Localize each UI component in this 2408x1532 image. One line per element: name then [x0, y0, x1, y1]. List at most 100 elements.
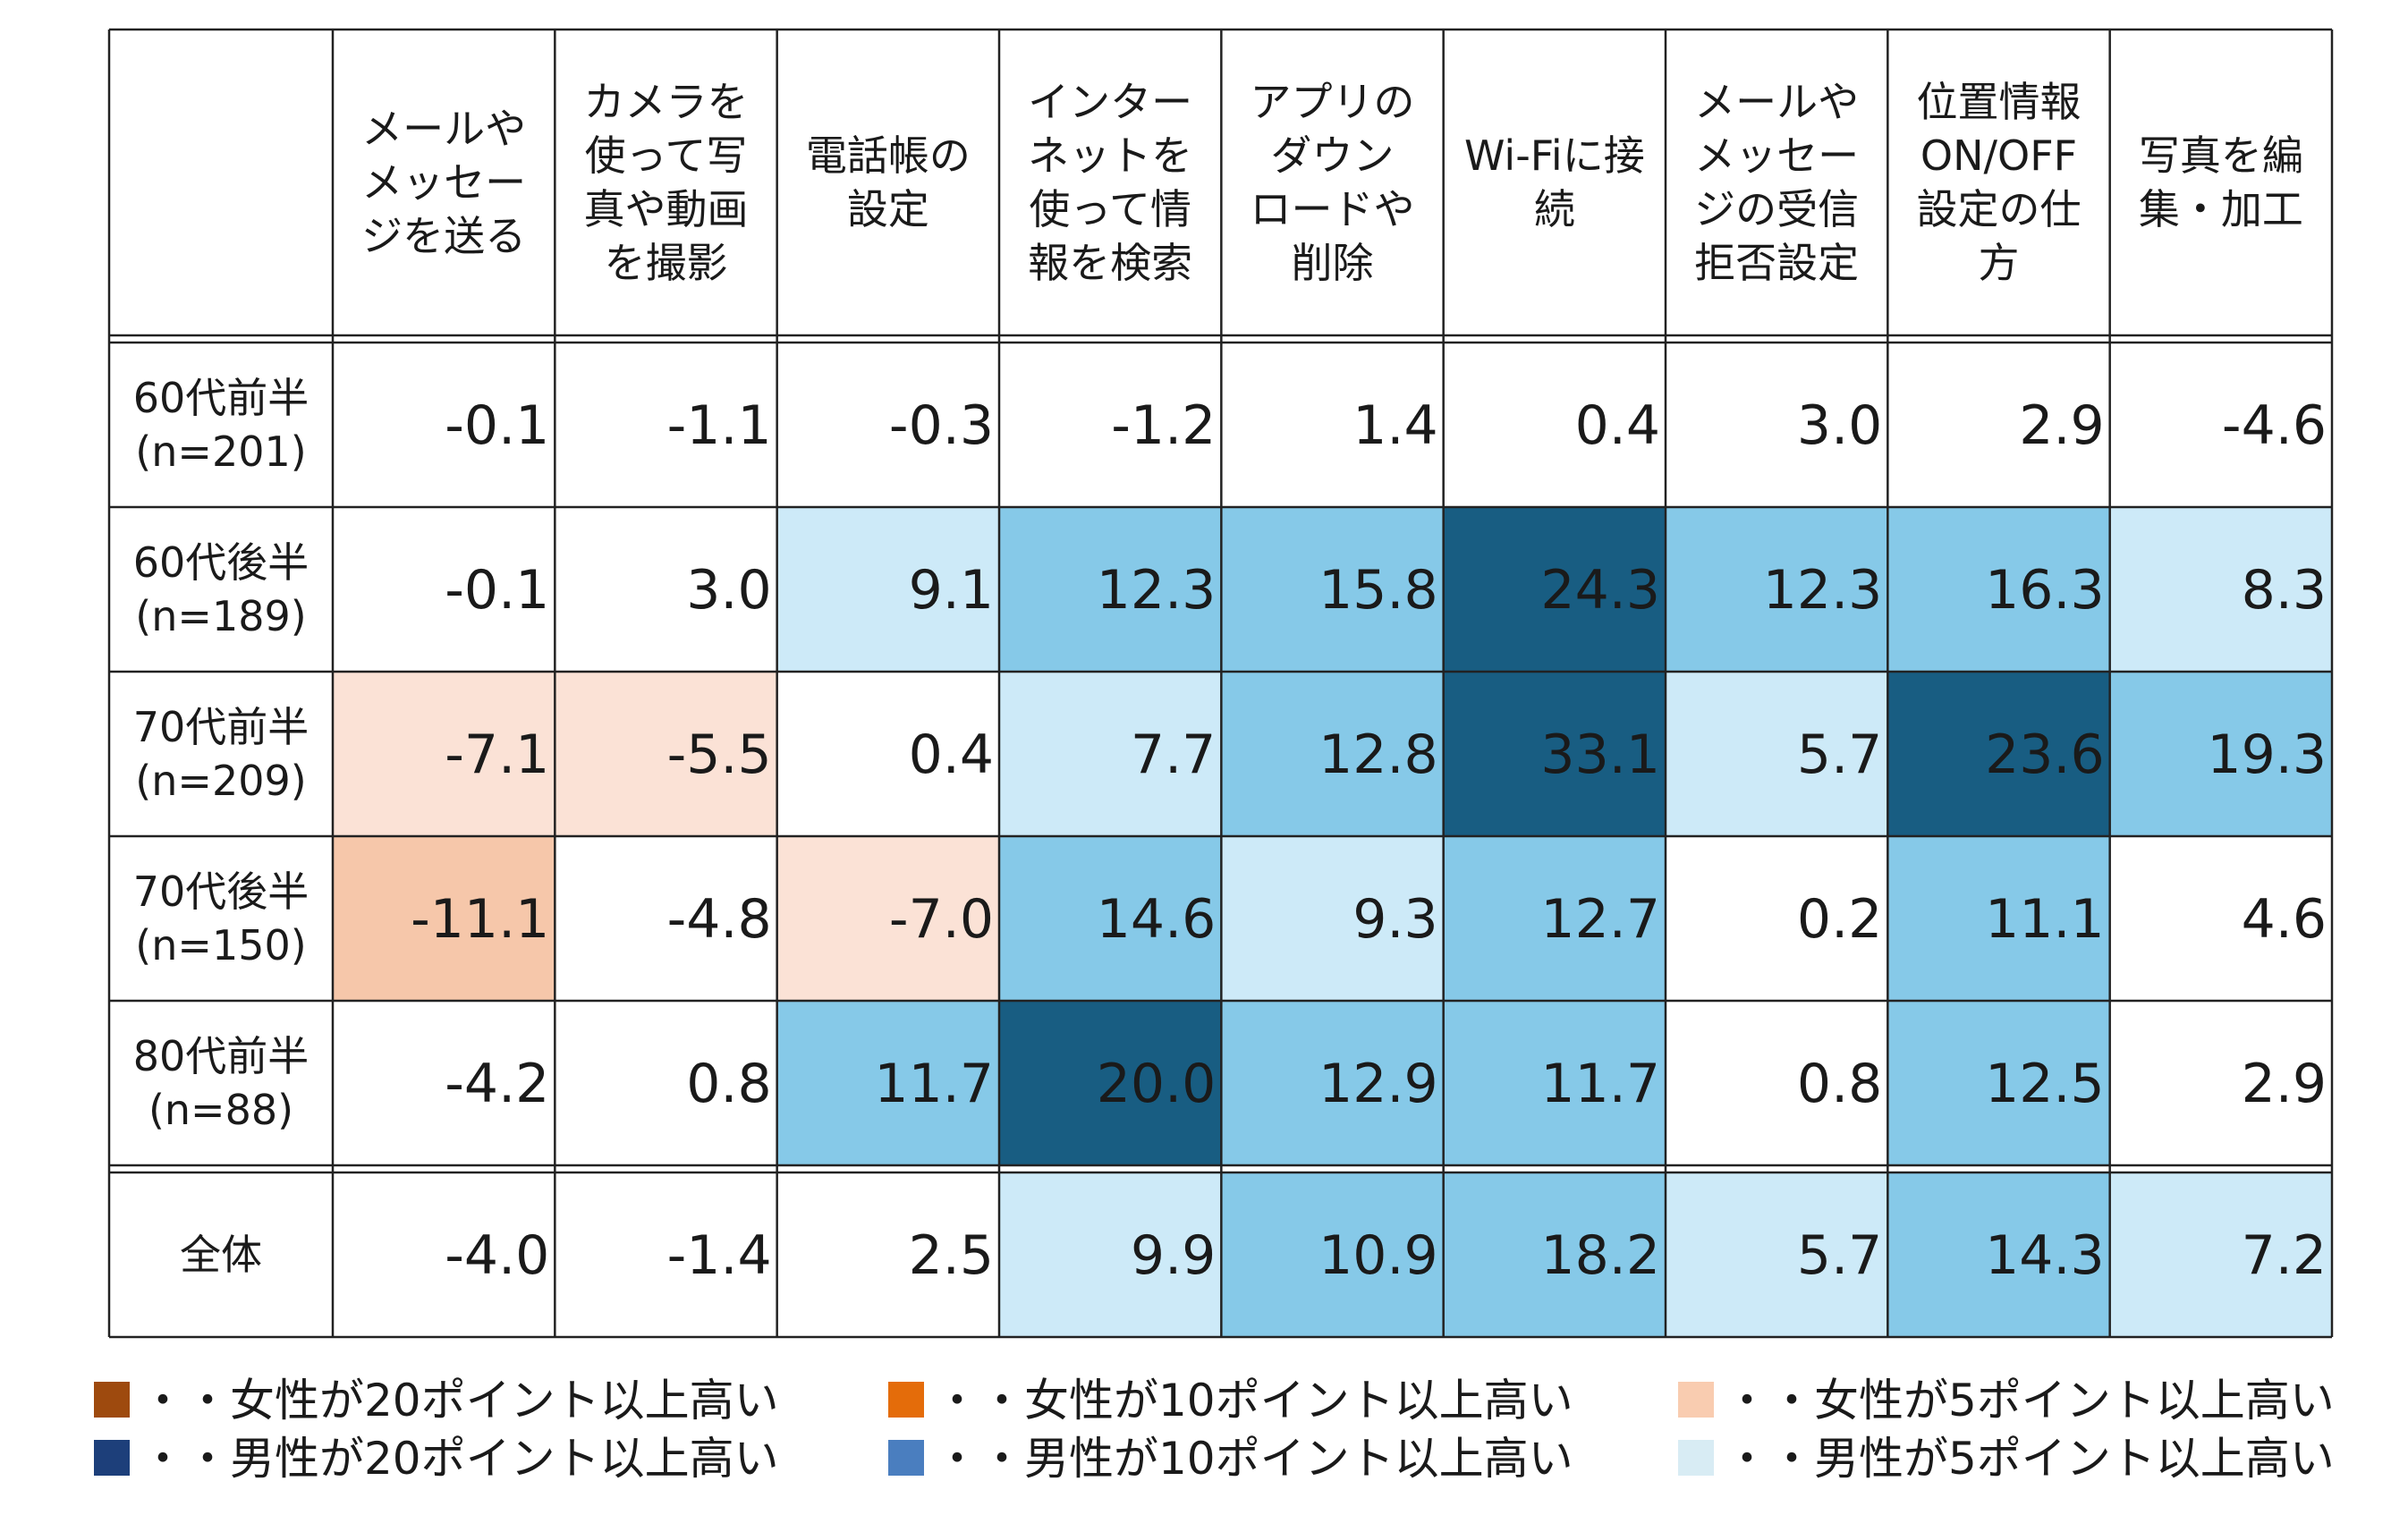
- cell-value: 33.1: [1540, 724, 1660, 786]
- row-label: 70代後半(n=150): [133, 868, 309, 969]
- cell-value: 12.8: [1318, 724, 1438, 786]
- cell-fill: [1443, 836, 1666, 1001]
- cell-value: 19.3: [2207, 724, 2327, 786]
- cell-fill: [333, 672, 555, 836]
- cell-value: 12.5: [1985, 1053, 2105, 1115]
- cell-fill: [1666, 1172, 1888, 1337]
- cell-fill: [999, 836, 1222, 1001]
- cell-value: 11.1: [1985, 888, 2105, 951]
- legend-swatch: [888, 1440, 924, 1476]
- table-cells: [333, 507, 2332, 1337]
- cell-value: 0.4: [909, 724, 994, 786]
- cell-value: 7.2: [2242, 1224, 2327, 1287]
- row-label: 80代前半(n=88): [133, 1032, 309, 1134]
- cell-value: 9.3: [1352, 888, 1437, 951]
- cell-value: -4.6: [2222, 394, 2327, 457]
- cell-fill: [1666, 672, 1888, 836]
- cell-value: -1.4: [667, 1224, 772, 1287]
- cell-value: 12.3: [1097, 559, 1217, 622]
- cell-fill: [1443, 672, 1666, 836]
- cell-value: 9.9: [1131, 1224, 1216, 1287]
- cell-fill: [1887, 507, 2110, 672]
- total-row-label: 全体: [180, 1231, 262, 1279]
- column-header: Wi-Fiに接続: [1464, 131, 1645, 233]
- cell-value: 16.3: [1985, 559, 2105, 622]
- cell-value: 9.1: [909, 559, 994, 622]
- cell-fill: [1221, 1001, 1444, 1165]
- cell-fill: [1221, 836, 1444, 1001]
- cell-value: 20.0: [1097, 1053, 1217, 1115]
- cell-value: 5.7: [1797, 724, 1882, 786]
- column-header: メールやメッセージを送る: [361, 105, 526, 260]
- cell-fill: [776, 1001, 999, 1165]
- legend-label: ・・男性が20ポイント以上高い: [140, 1433, 779, 1485]
- cell-fill: [1887, 672, 2110, 836]
- cell-fill: [333, 836, 555, 1001]
- cell-fill: [776, 507, 999, 672]
- cell-value: 2.5: [909, 1224, 994, 1287]
- legend-label: ・・男性が5ポイント以上高い: [1725, 1433, 2335, 1485]
- column-header: アプリのダウンロードや削除: [1251, 78, 1415, 287]
- cell-value: 24.3: [1540, 559, 1660, 622]
- cell-value: 14.6: [1097, 888, 1217, 951]
- cell-value: -4.8: [667, 888, 772, 951]
- cell-value: 0.2: [1797, 888, 1882, 951]
- cell-fill: [1666, 507, 1888, 672]
- cell-value: 12.9: [1318, 1053, 1438, 1115]
- legend-swatch: [888, 1382, 924, 1418]
- cell-value: 2.9: [2019, 394, 2104, 457]
- cell-value: 11.7: [874, 1053, 994, 1115]
- cell-value: 7.7: [1131, 724, 1216, 786]
- cell-value: -4.0: [445, 1224, 549, 1287]
- cell-value: 2.9: [2242, 1053, 2327, 1115]
- legend-label: ・・女性が10ポイント以上高い: [935, 1375, 1573, 1426]
- cell-fill: [2109, 507, 2332, 672]
- cell-fill: [1443, 507, 1666, 672]
- cell-fill: [1221, 507, 1444, 672]
- cell-value: 10.9: [1318, 1224, 1438, 1287]
- legend-swatch: [94, 1440, 130, 1476]
- cell-value: -7.0: [889, 888, 994, 951]
- cell-value: -4.2: [445, 1053, 549, 1115]
- legend: ・・女性が20ポイント以上高い ・・女性が10ポイント以上高い ・・女性が5ポイント…: [94, 1375, 2335, 1485]
- cell-fill: [1887, 1001, 2110, 1165]
- cell-value: 11.7: [1540, 1053, 1660, 1115]
- column-header: 位置情報 ON/OFF 設定の仕方: [1917, 78, 2082, 287]
- cell-fill: [1887, 1172, 2110, 1337]
- legend-label: ・・女性が5ポイント以上高い: [1725, 1375, 2335, 1426]
- cell-value: 1.4: [1352, 394, 1437, 457]
- cell-value: 0.8: [1797, 1053, 1882, 1115]
- cell-value: 0.4: [1575, 394, 1660, 457]
- cell-value: -5.5: [667, 724, 772, 786]
- cell-fill: [999, 672, 1222, 836]
- row-label: 60代前半(n=201): [133, 374, 309, 476]
- cell-fill: [1221, 672, 1444, 836]
- column-header: 写真を編集・加工: [2139, 131, 2303, 233]
- cell-value: 3.0: [686, 559, 771, 622]
- cell-value: 15.8: [1318, 559, 1438, 622]
- cell-value: -0.1: [445, 559, 549, 622]
- cell-value: 3.0: [1797, 394, 1882, 457]
- cell-value: 4.6: [2242, 888, 2327, 951]
- cell-value: -0.1: [445, 394, 549, 457]
- cell-value: -7.1: [445, 724, 549, 786]
- row-label: 60代後半(n=189): [133, 538, 309, 640]
- cell-value: -1.1: [667, 394, 772, 457]
- legend-label: ・・女性が20ポイント以上高い: [140, 1375, 779, 1426]
- legend-swatch: [1678, 1440, 1714, 1476]
- cell-fill: [999, 507, 1222, 672]
- cell-fill: [1221, 1172, 1444, 1337]
- cell-value: 0.8: [686, 1053, 771, 1115]
- cell-value: 12.3: [1763, 559, 1883, 622]
- cell-value: -11.1: [411, 888, 549, 951]
- cell-fill: [1443, 1172, 1666, 1337]
- table-text: メールやメッセージを送るカメラを使って写真や動画を撮影電話帳の設定インターネット…: [133, 78, 2327, 1287]
- cell-fill: [2109, 1172, 2332, 1337]
- cell-value: 14.3: [1985, 1224, 2105, 1287]
- cell-value: 23.6: [1985, 724, 2105, 786]
- cell-fill: [776, 836, 999, 1001]
- legend-swatch: [1678, 1382, 1714, 1418]
- cell-value: 12.7: [1540, 888, 1660, 951]
- cell-value: -1.2: [1111, 394, 1216, 457]
